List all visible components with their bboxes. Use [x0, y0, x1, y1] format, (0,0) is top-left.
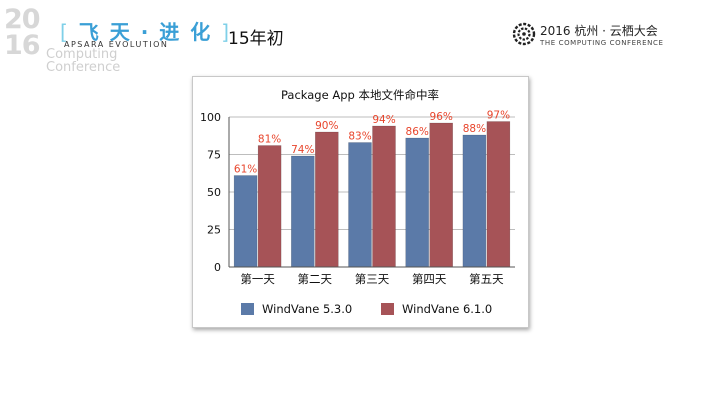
data-label: 81%: [258, 134, 281, 146]
data-label: 61%: [234, 164, 257, 176]
data-label: 90%: [315, 120, 338, 132]
bar-1-2: [291, 155, 315, 268]
x-tick-label: 第三天: [355, 272, 390, 286]
legend-swatch: [241, 303, 254, 315]
data-label: 83%: [348, 131, 371, 143]
bar-2-4: [429, 122, 453, 268]
data-label: 94%: [372, 114, 395, 126]
x-tick-label: 第四天: [412, 272, 447, 286]
data-label: 74%: [291, 144, 314, 156]
computing-line1: Computing: [46, 47, 118, 62]
bar-1-5: [462, 134, 487, 268]
slogan-text: 飞 天 · 进 化: [78, 20, 213, 44]
logo-slogan: [ 飞 天 · 进 化 ]: [60, 16, 231, 45]
conference-name: 2016 杭州 · 云栖大会: [540, 24, 658, 38]
conference-subtitle: THE COMPUTING CONFERENCE: [540, 39, 664, 47]
globe-icon: [512, 22, 536, 46]
data-label: 86%: [406, 126, 429, 138]
bracket-open: [: [60, 20, 70, 44]
y-tick-label: 25: [207, 224, 221, 237]
x-tick-label: 第二天: [298, 272, 333, 286]
bar-1-3: [348, 142, 372, 268]
bar-2-1: [257, 145, 282, 268]
bracket-close: ]: [221, 20, 232, 44]
chart-panel: Package App 本地文件命中率 61% 81% 74% 90% 83% 94% 86…: [192, 76, 529, 328]
logo-evolution: APSARA EVOLUTION: [64, 40, 169, 49]
y-tick-label: 75: [207, 149, 221, 162]
chart-title: Package App 本地文件命中率: [281, 88, 439, 102]
logo-year: 20 16: [4, 4, 41, 59]
bar-1-1: [233, 175, 258, 268]
legend-swatch: [381, 303, 394, 315]
bar-2-3: [372, 125, 396, 268]
slide-title: 15年初: [228, 29, 284, 49]
computing-line2: Conference: [46, 60, 121, 75]
bar-chart: Package App 本地文件命中率 61% 81% 74%90% 83%94% 86…: [200, 88, 515, 316]
x-tick-label: 第五天: [469, 272, 504, 286]
data-label: 88%: [463, 123, 486, 135]
data-label: 96%: [430, 111, 453, 123]
bar-2-2: [315, 131, 339, 268]
x-tick-label: 第一天: [240, 272, 275, 286]
logo-year-bottom: 16: [4, 30, 41, 61]
y-tick-label: 0: [214, 261, 221, 274]
y-tick-label: 100: [200, 111, 221, 124]
legend-label: WindVane 5.3.0: [262, 302, 352, 316]
y-tick-label: 50: [207, 186, 221, 199]
legend-label: WindVane 6.1.0: [402, 302, 492, 316]
logo-year-top: 20: [4, 4, 41, 35]
bar-1-4: [405, 137, 429, 268]
logo-computing: Computing Conference: [46, 48, 120, 74]
data-label: 97%: [487, 110, 510, 122]
bar-2-5: [486, 121, 511, 268]
